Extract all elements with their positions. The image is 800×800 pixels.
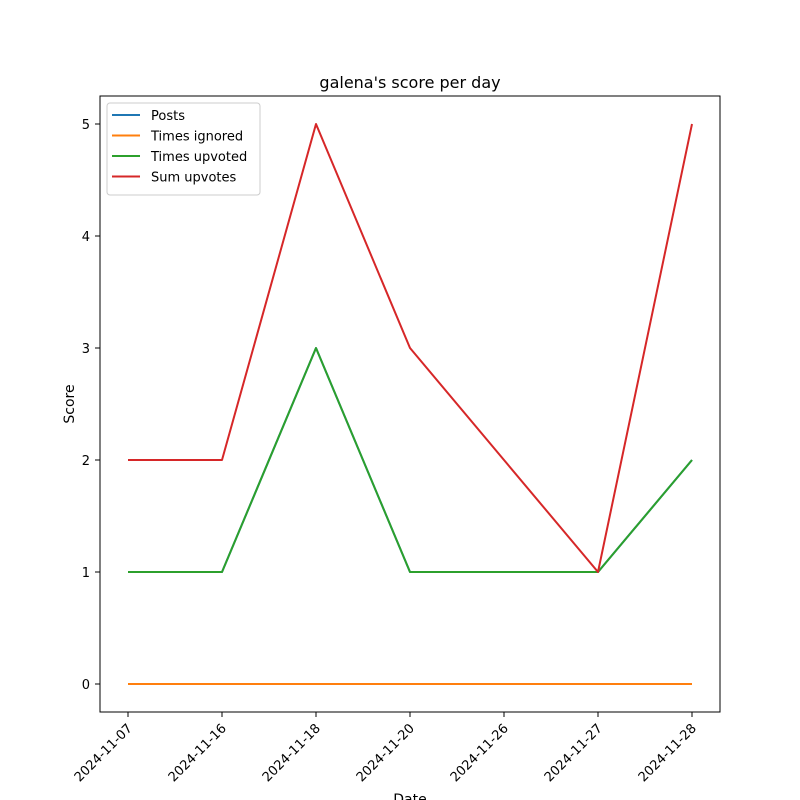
series-line-sum-upvotes xyxy=(128,123,693,573)
legend-label: Sum upvotes xyxy=(151,171,237,186)
x-axis-label: Date xyxy=(393,792,426,800)
y-tick-label: 1 xyxy=(82,566,90,581)
y-tick-label: 2 xyxy=(82,454,90,469)
legend-label: Posts xyxy=(151,109,185,124)
y-tick-label: 4 xyxy=(82,230,90,245)
y-axis-label: Score xyxy=(62,384,78,423)
chart-title: galena's score per day xyxy=(319,73,500,92)
legend-label: Times upvoted xyxy=(150,150,247,165)
y-tick-label: 3 xyxy=(82,342,90,357)
y-tick-label: 0 xyxy=(82,678,90,693)
legend-label: Times ignored xyxy=(150,130,243,145)
legend: Posts Times ignored Times upvoted Sum upvot… xyxy=(106,102,261,196)
y-tick-label: 5 xyxy=(82,118,90,133)
plot-frame xyxy=(99,95,721,713)
legend-box xyxy=(106,102,261,196)
